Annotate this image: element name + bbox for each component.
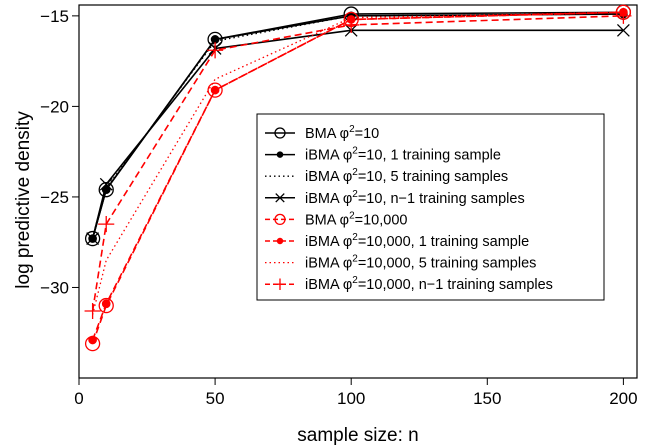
legend-label: iBMA φ2=10, 1 training sample (305, 146, 501, 164)
legend-item: iBMA φ2=10, n−1 training samples (265, 189, 525, 207)
data-point-plus (343, 16, 360, 33)
x-tick-label: 150 (473, 389, 501, 408)
y-tick-label: −15 (40, 7, 69, 26)
legend-label: iBMA φ2=10, 5 training samples (305, 167, 508, 185)
legend-item: iBMA φ2=10,000, n−1 training samples (265, 275, 553, 293)
legend-label: BMA φ2=10 (305, 124, 379, 142)
legend-item: BMA φ2=10,000 (265, 210, 407, 228)
plot-area (78, 4, 638, 379)
x-tick-label: 100 (337, 389, 365, 408)
legend-label: iBMA φ2=10,000, 5 training samples (305, 254, 536, 272)
legend-label: iBMA φ2=10, n−1 training samples (305, 189, 525, 207)
data-point-plus (84, 302, 101, 320)
data-point-open-circle (84, 230, 101, 247)
legend: BMA φ2=10 iBMA φ2=10, 1 training sample iB… (256, 113, 605, 301)
y-tick-label: −20 (40, 97, 69, 116)
series-layer (84, 4, 632, 352)
data-point-filled-circle (276, 237, 284, 245)
data-point-plus (98, 216, 115, 233)
legend-box (256, 113, 605, 301)
x-tick-label: 0 (74, 389, 83, 408)
series-7 (91, 11, 624, 315)
legend-item: iBMA φ2=10, 5 training samples (265, 167, 508, 185)
axes-layer: 0 50 100 150 200 −30 −25 −20 −15 (40, 7, 637, 408)
data-point-open-circle (98, 182, 114, 198)
data-point-x (616, 23, 630, 37)
series-8 (84, 7, 632, 320)
x-axis-title: sample size: n (297, 425, 418, 446)
data-point-open-circle (207, 82, 223, 98)
data-point-plus (207, 42, 224, 59)
x-tick-label: 200 (609, 389, 637, 408)
data-point-open-circle (274, 213, 286, 226)
y-tick-label: −25 (40, 188, 69, 207)
series-6 (88, 7, 628, 345)
data-point-filled-circle (276, 151, 284, 158)
data-point-open-circle (274, 127, 286, 139)
legend-label: iBMA φ2=10,000, 1 training sample (305, 232, 529, 250)
data-point-filled-circle (101, 299, 111, 309)
legend-item: iBMA φ2=10,000, 5 training samples (265, 254, 536, 272)
series-line (91, 11, 624, 315)
data-point-plus (615, 7, 632, 24)
legend-label: BMA φ2=10,000 (305, 210, 407, 228)
data-point-open-circle (98, 297, 114, 314)
data-point-x (99, 177, 113, 191)
data-point-filled-circle (210, 35, 220, 44)
data-point-x (86, 232, 100, 245)
plot-frame (78, 4, 638, 379)
x-tick-label: 50 (206, 389, 225, 408)
y-axis-title: log predictive density (13, 111, 34, 289)
data-point-x (275, 193, 285, 203)
data-point-filled-circle (210, 85, 220, 95)
data-point-filled-circle (88, 335, 97, 345)
data-point-plus (274, 278, 286, 290)
series-line (91, 15, 624, 312)
legend-item: BMA φ2=10 (265, 124, 379, 142)
legend-label: iBMA φ2=10,000, n−1 training samples (305, 275, 553, 293)
y-tick-label: −30 (40, 278, 69, 297)
legend-item: iBMA φ2=10,000, 1 training sample (265, 232, 529, 250)
legend-item: iBMA φ2=10, 1 training sample (265, 146, 501, 164)
